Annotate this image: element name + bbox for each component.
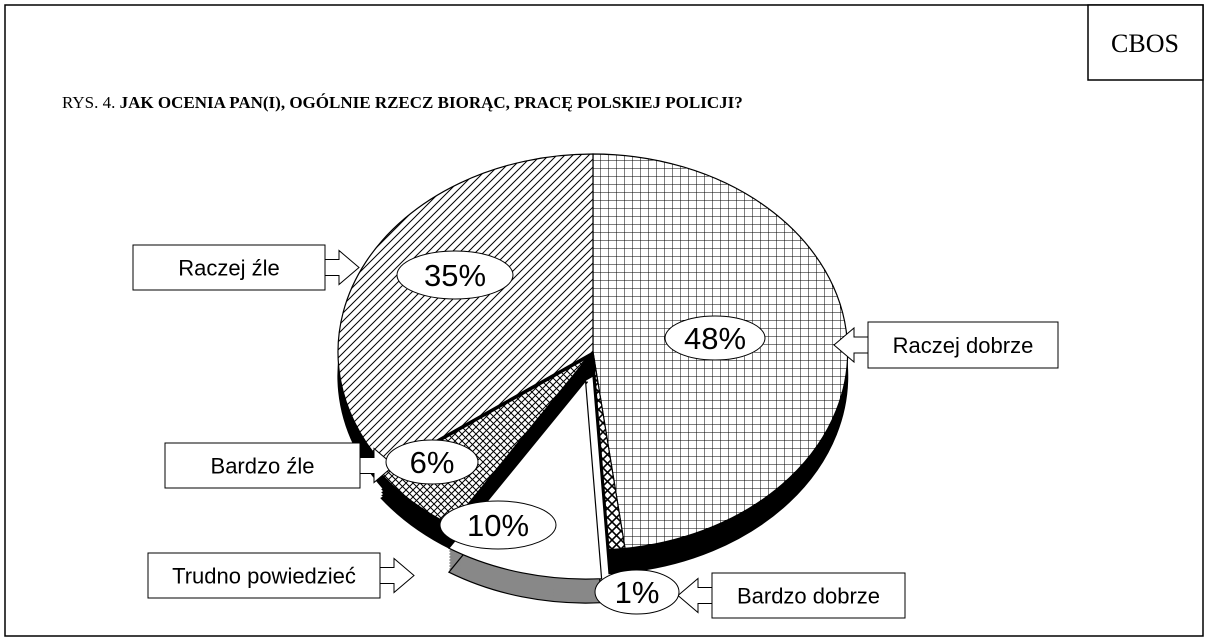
category-label: Bardzo dobrze [737, 584, 880, 609]
callout-box [132, 244, 326, 291]
title: JAK OCENIA PAN(I), OGÓLNIE RZECZ BIORĄC,… [120, 93, 743, 112]
value-label: 35% [424, 258, 486, 293]
category-label: Raczej dobrze [893, 333, 1034, 358]
labels: Raczej dobrze 48% Bardzo dobrze 1% Trudno po… [132, 244, 1059, 619]
value-label: 1% [615, 575, 660, 610]
callout-arrow [324, 249, 360, 286]
callout-box [164, 442, 361, 489]
callout-arrow [359, 447, 395, 484]
value-bubble [439, 500, 557, 550]
callout-box [711, 572, 906, 619]
callout-arrow [677, 577, 713, 614]
value-bubble [594, 569, 680, 615]
callout-arrow [833, 326, 869, 364]
pie [337, 153, 849, 604]
slice [337, 153, 594, 470]
slice [592, 351, 626, 551]
value-label: 48% [684, 321, 746, 356]
source: CBOS [1111, 29, 1179, 58]
figure-label: RYS. 4. [62, 93, 115, 112]
callout-box [147, 552, 381, 599]
value-bubble [396, 250, 514, 300]
source-box [1087, 4, 1204, 81]
category-label: Bardzo źle [211, 454, 315, 479]
value-label: 6% [410, 445, 455, 480]
value-bubble [664, 315, 766, 361]
slice-side-edge [447, 403, 603, 604]
chart-title: RYS. 4. JAK OCENIA PAN(I), OGÓLNIE RZECZ… [62, 93, 743, 112]
callout-arrow [379, 557, 415, 594]
value-label: 10% [467, 508, 529, 543]
category-label: Trudno powiedzieć [172, 564, 356, 589]
value-bubble [385, 439, 479, 485]
category-label: Raczej źle [178, 256, 279, 281]
callout-box [867, 321, 1059, 369]
